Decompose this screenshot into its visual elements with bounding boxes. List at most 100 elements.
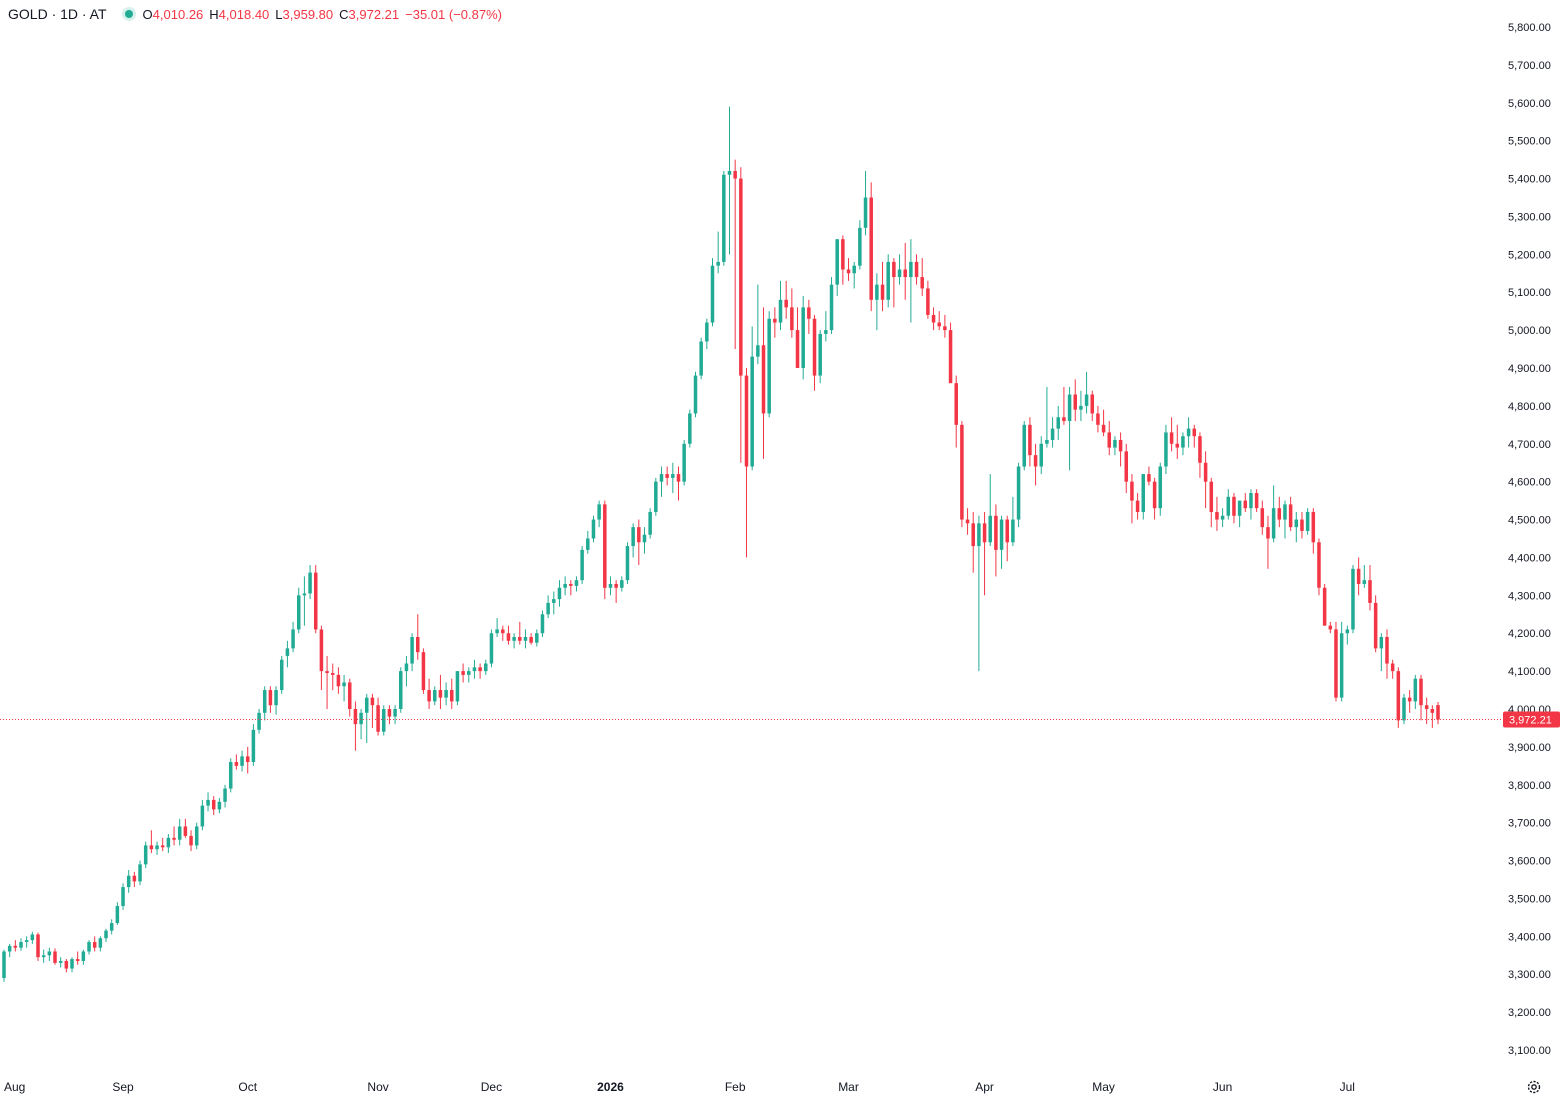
candle-body bbox=[818, 333, 822, 376]
candle-body bbox=[1266, 527, 1270, 539]
y-tick-label: 5,800.00 bbox=[1508, 22, 1551, 34]
candle-body bbox=[563, 583, 567, 588]
candle-body bbox=[767, 318, 771, 414]
candle-body bbox=[149, 845, 154, 850]
candle-body bbox=[727, 170, 732, 175]
candle-body bbox=[518, 637, 522, 641]
candle-body bbox=[484, 663, 488, 672]
candle-body bbox=[722, 174, 726, 262]
candle-body bbox=[512, 637, 516, 641]
candle-body bbox=[1158, 466, 1163, 509]
y-tick-label: 4,600.00 bbox=[1508, 477, 1551, 489]
symbol-title[interactable]: GOLD · 1D · AT bbox=[8, 6, 107, 22]
candle-body bbox=[342, 682, 346, 687]
candle-body bbox=[302, 593, 307, 596]
candle-body bbox=[461, 671, 465, 675]
candle-body bbox=[1407, 697, 1412, 702]
candle-body bbox=[279, 659, 284, 691]
candle-body bbox=[835, 239, 839, 285]
candle-body bbox=[1101, 424, 1106, 433]
candle-body bbox=[892, 261, 896, 278]
candle-body bbox=[506, 633, 511, 641]
candle-body bbox=[1203, 462, 1208, 482]
candle-body bbox=[364, 697, 369, 713]
candle-body bbox=[87, 942, 91, 952]
y-tick-label: 3,900.00 bbox=[1508, 742, 1551, 754]
candle-body bbox=[132, 875, 137, 882]
x-tick-label: Oct bbox=[238, 1080, 257, 1094]
candle-body bbox=[603, 504, 607, 588]
y-tick-label: 3,600.00 bbox=[1508, 856, 1551, 868]
candle-body bbox=[1107, 432, 1112, 448]
candle-body bbox=[1096, 413, 1100, 425]
y-tick-label: 5,300.00 bbox=[1508, 211, 1551, 223]
x-tick-label: Jun bbox=[1213, 1080, 1232, 1094]
candle-body bbox=[1430, 709, 1435, 713]
candle-body bbox=[143, 845, 148, 865]
candle-body bbox=[257, 712, 261, 730]
candle-body bbox=[109, 923, 114, 931]
candle-body bbox=[1050, 428, 1055, 440]
candle-body bbox=[1147, 474, 1151, 482]
candle-body bbox=[1175, 443, 1180, 448]
y-tick-label: 4,200.00 bbox=[1508, 628, 1551, 640]
candle-body bbox=[70, 959, 74, 969]
candle-body bbox=[172, 837, 176, 840]
x-tick-label: Feb bbox=[725, 1080, 746, 1094]
candle-body bbox=[353, 709, 358, 725]
candle-body bbox=[410, 637, 414, 664]
candle-body bbox=[682, 443, 686, 482]
candle-body bbox=[421, 652, 426, 691]
candle-body bbox=[699, 341, 703, 376]
candle-body bbox=[296, 595, 301, 630]
x-tick-label: May bbox=[1092, 1080, 1115, 1094]
candle-body bbox=[472, 667, 477, 672]
candle-body bbox=[1260, 508, 1265, 528]
y-tick-label: 4,100.00 bbox=[1508, 666, 1551, 678]
y-tick-label: 5,500.00 bbox=[1508, 136, 1551, 148]
y-tick-label: 3,200.00 bbox=[1508, 1007, 1551, 1019]
candle-body bbox=[761, 345, 766, 414]
candle-body bbox=[1011, 519, 1015, 543]
candle-body bbox=[325, 671, 329, 674]
candle-body bbox=[1016, 466, 1021, 520]
candle-body bbox=[274, 690, 278, 706]
y-tick-label: 3,300.00 bbox=[1508, 969, 1551, 981]
candle-body bbox=[7, 945, 12, 952]
candle-body bbox=[1424, 705, 1429, 709]
candle-body bbox=[58, 960, 63, 963]
y-tick-label: 5,700.00 bbox=[1508, 60, 1551, 72]
candle-body bbox=[1249, 493, 1253, 509]
candle-body bbox=[467, 671, 471, 675]
candle-body bbox=[1345, 629, 1350, 634]
candle-body bbox=[98, 938, 103, 948]
candle-body bbox=[625, 546, 630, 581]
candle-body bbox=[1288, 504, 1293, 528]
candle-body bbox=[1135, 500, 1140, 512]
candle-body bbox=[115, 906, 120, 924]
candle-body bbox=[1039, 443, 1043, 467]
x-tick-label: Jul bbox=[1340, 1080, 1355, 1094]
x-tick-label: Mar bbox=[838, 1080, 859, 1094]
candle-body bbox=[1056, 417, 1061, 429]
candle-body bbox=[211, 799, 216, 810]
candle-body bbox=[875, 284, 879, 300]
low-value: 3,959.80 bbox=[282, 6, 334, 22]
candle-body bbox=[268, 690, 273, 706]
candle-body bbox=[631, 527, 635, 547]
settings-gear-icon[interactable] bbox=[1524, 1077, 1544, 1097]
candle-body bbox=[313, 572, 318, 630]
candle-body bbox=[1181, 436, 1185, 448]
price-axis[interactable]: 3,100.00 3,200.00 3,300.00 3,400.00 3,500.00… bbox=[1508, 22, 1551, 1057]
candle-body bbox=[1164, 432, 1168, 467]
time-axis[interactable]: Aug Sep Oct Nov Dec 2026 Feb Mar Apr May Jun Jul bbox=[4, 1080, 1355, 1094]
candle-body bbox=[455, 671, 460, 702]
candle-body bbox=[1215, 511, 1219, 520]
candle-body bbox=[217, 801, 222, 810]
candle-body bbox=[1254, 493, 1259, 509]
candle-body bbox=[654, 481, 658, 512]
candle-body bbox=[739, 178, 743, 376]
y-tick-label: 5,400.00 bbox=[1508, 174, 1551, 186]
high-value: 4,018.40 bbox=[218, 6, 270, 22]
